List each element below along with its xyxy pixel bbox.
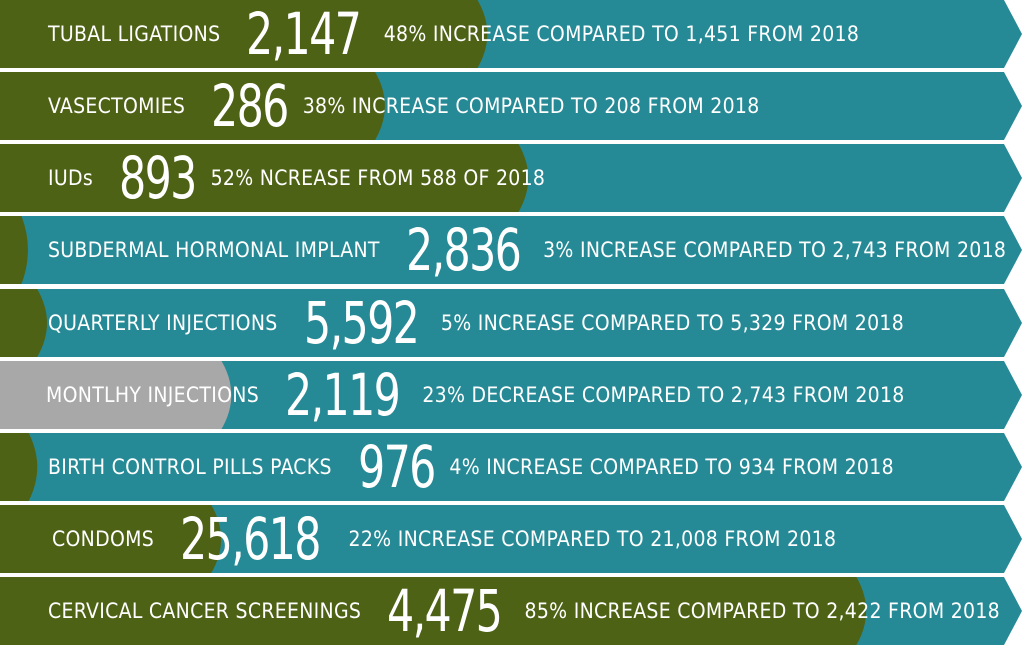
category-label: QUARTERLY INJECTIONS — [48, 311, 278, 335]
category-label: VASECTOMIES — [48, 94, 186, 118]
bar-background — [0, 361, 1022, 429]
increase-bar — [0, 216, 28, 284]
bar-text: MONTLHY INJECTIONS 2,119 23% DECREASE COMP… — [0, 361, 905, 429]
bar-text: QUARTERLY INJECTIONS 5,592 5% INCREASE COM… — [0, 289, 904, 357]
bar-svg — [0, 72, 1022, 140]
bar-text: BIRTH CONTROL PILLS PACKS 976 4% INCREASE … — [0, 433, 894, 501]
category-label: CERVICAL CANCER SCREENINGS — [48, 599, 362, 623]
value-label: 2,119 — [285, 361, 401, 429]
change-note: 5% INCREASE COMPARED TO 5,329 FROM 2018 — [440, 311, 905, 335]
category-label: CONDOMS — [52, 527, 155, 551]
value-label: 25,618 — [180, 505, 321, 573]
bar-row: TUBAL LIGATIONS 2,147 48% INCREASE COMPARE… — [0, 0, 1024, 68]
bar-row: CERVICAL CANCER SCREENINGS 4,475 85% INCRE… — [0, 577, 1024, 645]
bar-svg — [0, 216, 1022, 284]
increase-bar — [0, 72, 385, 140]
bar-svg — [0, 361, 1022, 429]
bar-row: BIRTH CONTROL PILLS PACKS 976 4% INCREASE … — [0, 433, 1024, 501]
bar-row: VASECTOMIES 286 38% INCREASE COMPARED TO 2… — [0, 72, 1024, 140]
bar-text: SUBDERMAL HORMONAL IMPLANT 2,836 3% INCREA… — [0, 216, 1006, 284]
increase-bar — [0, 433, 38, 501]
category-label: SUBDERMAL HORMONAL IMPLANT — [48, 238, 380, 262]
value-label: 2,836 — [405, 216, 522, 284]
bar-row: MONTLHY INJECTIONS 2,119 23% DECREASE COMP… — [0, 361, 1024, 429]
bar-row: CONDOMS 25,618 22% INCREASE COMPARED TO 21… — [0, 505, 1024, 573]
value-label: 5,592 — [303, 289, 420, 357]
bar-text: TUBAL LIGATIONS 2,147 48% INCREASE COMPARE… — [0, 0, 859, 68]
decrease-bar — [0, 361, 232, 429]
value-label: 2,147 — [246, 0, 362, 68]
bar-text: CERVICAL CANCER SCREENINGS 4,475 85% INCRE… — [0, 577, 1000, 645]
bar-svg — [0, 144, 1022, 212]
increase-bar — [0, 577, 867, 645]
change-note: 3% INCREASE COMPARED TO 2,743 FROM 2018 — [543, 238, 1007, 262]
bar-text: VASECTOMIES 286 38% INCREASE COMPARED TO 2… — [0, 72, 760, 140]
bar-svg — [0, 289, 1022, 357]
bar-background — [0, 433, 1022, 501]
category-label: IUDs — [48, 166, 93, 190]
change-note: 23% DECREASE COMPARED TO 2,743 FROM 2018 — [422, 383, 905, 407]
bar-row: IUDs 893 52% NCREASE FROM 588 OF 2018 — [0, 144, 1024, 212]
bar-row: SUBDERMAL HORMONAL IMPLANT 2,836 3% INCREA… — [0, 216, 1024, 284]
bar-background — [0, 289, 1022, 357]
change-note: 38% INCREASE COMPARED TO 208 FROM 2018 — [302, 94, 760, 118]
bar-background — [0, 505, 1022, 573]
category-label: TUBAL LIGATIONS — [48, 22, 221, 46]
bar-row: QUARTERLY INJECTIONS 5,592 5% INCREASE COM… — [0, 289, 1024, 357]
change-note: 48% INCREASE COMPARED TO 1,451 FROM 2018 — [383, 22, 860, 46]
value-label: 893 — [119, 144, 197, 212]
change-note: 52% NCREASE FROM 588 OF 2018 — [210, 166, 546, 190]
bar-svg — [0, 505, 1022, 573]
category-label: MONTLHY INJECTIONS — [46, 383, 260, 407]
value-label: 4,475 — [387, 577, 503, 645]
change-note: 22% INCREASE COMPARED TO 21,008 FROM 201… — [348, 527, 837, 551]
bar-svg — [0, 0, 1022, 68]
bar-background — [0, 216, 1022, 284]
value-label: 286 — [211, 72, 289, 140]
increase-bar — [0, 289, 47, 357]
bar-text: CONDOMS 25,618 22% INCREASE COMPARED TO 21… — [0, 505, 836, 573]
value-label: 976 — [357, 433, 436, 501]
bar-svg — [0, 577, 1022, 645]
increase-bar — [0, 0, 488, 68]
category-label: BIRTH CONTROL PILLS PACKS — [48, 455, 332, 479]
increase-bar — [0, 505, 222, 573]
bar-svg — [0, 433, 1022, 501]
change-note: 85% INCREASE COMPARED TO 2,422 FROM 2018 — [524, 599, 1000, 623]
change-note: 4% INCREASE COMPARED TO 934 FROM 2018 — [449, 455, 894, 479]
increase-bar — [0, 144, 529, 212]
bar-text: IUDs 893 52% NCREASE FROM 588 OF 2018 — [0, 144, 545, 212]
